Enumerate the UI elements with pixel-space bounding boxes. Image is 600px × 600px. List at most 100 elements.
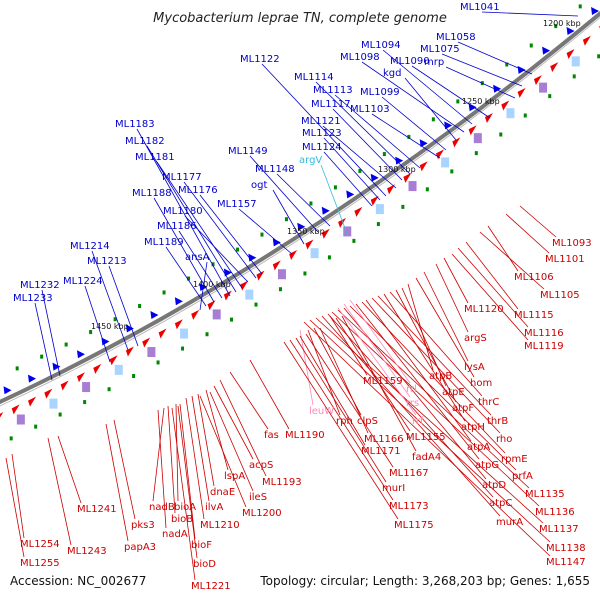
gene-label-ml1124[interactable]: ML1124 xyxy=(302,142,342,153)
gene-label-muri[interactable]: murI xyxy=(382,483,405,494)
gene-label-atpg[interactable]: atpG xyxy=(475,460,499,471)
gene-label-clps[interactable]: clpS xyxy=(357,416,378,427)
gene-label-ml1214[interactable]: ML1214 xyxy=(70,241,110,252)
gene-label-ml1166[interactable]: ML1166 xyxy=(364,434,404,445)
gene-label-ml1182[interactable]: ML1182 xyxy=(125,136,165,147)
gene-label-argv[interactable]: argV xyxy=(299,155,322,166)
gene-label-ml1176[interactable]: ML1176 xyxy=(178,185,218,196)
gene-label-pks3[interactable]: pks3 xyxy=(131,520,155,531)
gene-label-ml1155[interactable]: ML1155 xyxy=(406,432,446,443)
gene-label-rph[interactable]: rph xyxy=(336,416,353,427)
gene-label-atpe[interactable]: atpE xyxy=(442,387,465,398)
gene-label-ml1157[interactable]: ML1157 xyxy=(217,199,257,210)
gene-label-ml1255[interactable]: ML1255 xyxy=(20,558,60,569)
gene-label-ml1113[interactable]: ML1113 xyxy=(313,85,353,96)
gene-label-biof[interactable]: bioF xyxy=(191,540,212,551)
gene-label-ml1090[interactable]: ML1090 xyxy=(390,56,430,67)
gene-label-leuw[interactable]: leuW xyxy=(309,406,334,417)
gene-label-rrf[interactable]: rrf xyxy=(412,416,424,427)
gene-label-ml1114[interactable]: ML1114 xyxy=(294,72,334,83)
gene-label-rpme[interactable]: rpmE xyxy=(501,454,528,465)
gene-label-biod[interactable]: bioD xyxy=(193,559,216,570)
gene-label-ml1093[interactable]: ML1093 xyxy=(552,238,592,249)
gene-label-lysa[interactable]: lysA xyxy=(464,362,485,373)
gene-label-atpc[interactable]: atpC xyxy=(489,498,512,509)
gene-label-mura[interactable]: murA xyxy=(496,517,523,528)
gene-label-atpd[interactable]: atpD xyxy=(482,480,506,491)
gene-label-ml1116[interactable]: ML1116 xyxy=(524,328,564,339)
gene-label-ml1173[interactable]: ML1173 xyxy=(389,501,429,512)
gene-label-rrs[interactable]: rrs xyxy=(406,398,419,409)
gene-label-ml1224[interactable]: ML1224 xyxy=(63,276,103,287)
gene-label-ml1099[interactable]: ML1099 xyxy=(360,87,400,98)
gene-label-thrb[interactable]: thrB xyxy=(487,416,508,427)
gene-label-nadb[interactable]: nadB xyxy=(149,502,175,513)
gene-label-fas[interactable]: fas xyxy=(264,430,279,441)
gene-label-mrp[interactable]: mrp xyxy=(424,57,444,68)
gene-label-ml1136[interactable]: ML1136 xyxy=(535,507,575,518)
gene-label-ml1167[interactable]: ML1167 xyxy=(389,468,429,479)
gene-label-ml1213[interactable]: ML1213 xyxy=(87,256,127,267)
gene-label-ml1123[interactable]: ML1123 xyxy=(302,128,342,139)
gene-label-ml1041[interactable]: ML1041 xyxy=(460,2,500,13)
gene-label-papa3[interactable]: papA3 xyxy=(124,542,156,553)
gene-label-ml1177[interactable]: ML1177 xyxy=(162,172,202,183)
gene-label-atpb[interactable]: atpB xyxy=(429,371,452,382)
gene-label-ml1221[interactable]: ML1221 xyxy=(191,581,231,592)
gene-label-ml1193[interactable]: ML1193 xyxy=(262,477,302,488)
gene-label-ml1180[interactable]: ML1180 xyxy=(163,206,203,217)
gene-label-ml1103[interactable]: ML1103 xyxy=(350,104,390,115)
gene-label-ml1119[interactable]: ML1119 xyxy=(524,341,564,352)
gene-label-ml1188[interactable]: ML1188 xyxy=(132,188,172,199)
gene-label-hom[interactable]: hom xyxy=(470,378,492,389)
gene-label-ml1149[interactable]: ML1149 xyxy=(228,146,268,157)
gene-label-ml1189[interactable]: ML1189 xyxy=(144,237,184,248)
gene-label-ml1183[interactable]: ML1183 xyxy=(115,119,155,130)
gene-label-lspa[interactable]: lspA xyxy=(224,471,245,482)
gene-label-ml1117[interactable]: ML1117 xyxy=(311,99,351,110)
gene-label-atpf[interactable]: atpF xyxy=(452,403,474,414)
gene-label-ml1241[interactable]: ML1241 xyxy=(77,504,117,515)
gene-label-dnae[interactable]: dnaE xyxy=(210,487,235,498)
gene-label-ml1121[interactable]: ML1121 xyxy=(301,116,341,127)
gene-label-atpa[interactable]: atpA xyxy=(467,442,490,453)
gene-label-ml1105[interactable]: ML1105 xyxy=(540,290,580,301)
gene-label-ml1243[interactable]: ML1243 xyxy=(67,546,107,557)
gene-label-ml1200[interactable]: ML1200 xyxy=(242,508,282,519)
gene-label-ml1190[interactable]: ML1190 xyxy=(285,430,325,441)
gene-label-prfa[interactable]: prfA xyxy=(512,471,533,482)
gene-label-atph[interactable]: atpH xyxy=(461,422,485,433)
gene-label-ml1233[interactable]: ML1233 xyxy=(13,293,53,304)
gene-label-ml1075[interactable]: ML1075 xyxy=(420,44,460,55)
gene-label-kgd[interactable]: kgd xyxy=(383,68,402,79)
gene-label-ogt[interactable]: ogt xyxy=(251,180,267,191)
gene-label-fada4[interactable]: fadA4 xyxy=(412,452,441,463)
gene-label-ml1232[interactable]: ML1232 xyxy=(20,280,60,291)
gene-label-ml1147[interactable]: ML1147 xyxy=(546,557,586,568)
gene-label-args[interactable]: argS xyxy=(464,333,487,344)
gene-label-ml1186[interactable]: ML1186 xyxy=(157,221,197,232)
gene-label-rho[interactable]: rho xyxy=(496,434,512,445)
gene-label-ml1175[interactable]: ML1175 xyxy=(394,520,434,531)
gene-label-ansa[interactable]: ansA xyxy=(185,252,210,263)
gene-label-iles[interactable]: ileS xyxy=(249,492,267,503)
gene-label-ml1101[interactable]: ML1101 xyxy=(545,254,585,265)
gene-label-nada[interactable]: nadA xyxy=(162,529,188,540)
gene-label-ml1137[interactable]: ML1137 xyxy=(539,524,579,535)
gene-label-ml1120[interactable]: ML1120 xyxy=(464,304,504,315)
gene-label-ml1098[interactable]: ML1098 xyxy=(340,52,380,63)
gene-label-ml1171[interactable]: ML1171 xyxy=(361,446,401,457)
gene-label-biob[interactable]: bioB xyxy=(171,514,193,525)
gene-label-ml1148[interactable]: ML1148 xyxy=(255,164,295,175)
gene-label-ml1135[interactable]: ML1135 xyxy=(525,489,565,500)
gene-label-ml1122[interactable]: ML1122 xyxy=(240,54,280,65)
gene-label-ml1106[interactable]: ML1106 xyxy=(514,272,554,283)
gene-label-ml1138[interactable]: ML1138 xyxy=(546,543,586,554)
gene-label-ml1094[interactable]: ML1094 xyxy=(361,40,401,51)
gene-label-rrl[interactable]: rrl xyxy=(406,384,417,395)
gene-label-ml1115[interactable]: ML1115 xyxy=(514,310,554,321)
gene-label-acps[interactable]: acpS xyxy=(249,460,273,471)
gene-label-ml1181[interactable]: ML1181 xyxy=(135,152,175,163)
gene-label-bioa[interactable]: bioA xyxy=(174,502,196,513)
gene-label-thrc[interactable]: thrC xyxy=(478,397,499,408)
